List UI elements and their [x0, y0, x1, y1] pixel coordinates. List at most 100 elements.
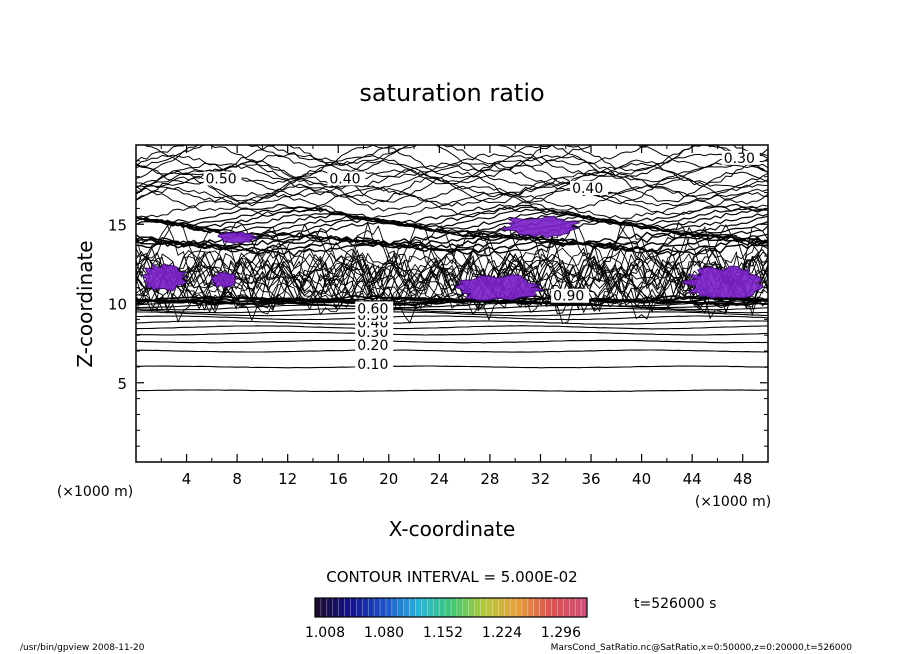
contour-label-bg	[355, 356, 394, 371]
colorbar-swatch	[510, 598, 517, 617]
contour-line	[136, 365, 768, 369]
contour-line	[136, 307, 768, 314]
x-tick-label-3: 16	[329, 470, 348, 488]
contour-label-6: 0.50	[206, 171, 237, 187]
colorbar-swatch	[439, 598, 446, 617]
contour-line	[136, 145, 768, 173]
contour-label-7: 0.40	[329, 171, 360, 187]
contour-line	[136, 191, 768, 219]
contour-line	[136, 145, 768, 180]
x-tick-label-10: 44	[683, 470, 702, 488]
contour-label-5: 0.60	[357, 301, 388, 317]
footer-left: /usr/bin/gpview 2008-11-20	[20, 643, 145, 653]
colorbar-swatch	[326, 598, 334, 617]
colorbar-swatch	[433, 598, 440, 617]
time-label: t=526000 s	[634, 596, 716, 612]
contour-label-bg	[721, 150, 760, 165]
y-axis-label: Z-coordinate	[73, 240, 97, 367]
contour-line	[136, 169, 768, 204]
colorbar-tick-label-4: 1.296	[541, 625, 581, 641]
contour-line	[136, 271, 768, 311]
contour-label-bg	[551, 288, 590, 303]
contour-line	[136, 203, 768, 225]
colorbar-swatch	[445, 598, 452, 617]
contour-line	[136, 315, 768, 321]
colorbar-swatch	[391, 598, 399, 617]
colorbar-swatch	[569, 598, 576, 617]
contour-line	[136, 277, 768, 317]
supersaturated-region-2	[682, 265, 764, 299]
x-tick-label-7: 32	[531, 470, 550, 488]
contour-line	[136, 320, 768, 325]
colorbar-swatch	[397, 598, 404, 617]
colorbar-swatch	[403, 598, 410, 617]
supersaturated-region-3	[454, 274, 546, 302]
colorbar-swatch	[362, 598, 369, 617]
contour-line	[136, 256, 768, 300]
x-tick-label-4: 20	[379, 470, 398, 488]
contour-line	[136, 349, 768, 353]
x-tick-label-1: 8	[232, 470, 242, 488]
contour-line	[136, 145, 768, 169]
contour-line	[136, 162, 768, 198]
supersaturated-region-0	[217, 231, 258, 245]
contour-line	[136, 176, 768, 205]
colorbar-swatch	[521, 598, 529, 617]
contour-line	[136, 262, 768, 311]
x-tick-label-0: 4	[182, 470, 192, 488]
contour-line	[136, 213, 768, 234]
supersaturated-region-4	[142, 263, 188, 292]
contour-line	[136, 389, 768, 392]
contour-label-bg	[355, 301, 394, 316]
contour-line	[136, 211, 768, 232]
y-unit-label: (×1000 m)	[57, 484, 133, 500]
colorbar-swatch	[480, 598, 487, 617]
x-axis-ticks: 4 8 12 16 20 24 28 32 36 40 44 48	[160, 145, 752, 488]
colorbar-swatch	[385, 598, 393, 617]
contour-line	[136, 235, 768, 253]
colorbar-swatch	[468, 598, 475, 617]
colorbar-swatch	[462, 598, 470, 617]
colorbar-swatch	[332, 598, 339, 617]
contour-line	[136, 259, 768, 298]
colorbar-swatch	[356, 598, 363, 617]
contour-label-0: 0.10	[357, 357, 388, 373]
contour-line	[136, 251, 768, 304]
colorbar-tick-label-0: 1.008	[305, 625, 345, 641]
colorbar-swatch	[474, 598, 481, 617]
chart-title: saturation ratio	[359, 79, 544, 107]
supersaturated-region-5	[210, 271, 240, 288]
x-tick-label-6: 28	[480, 470, 499, 488]
contour-line	[136, 325, 768, 330]
contour-label-bg	[570, 180, 609, 195]
colorbar-tick-label-1: 1.080	[364, 625, 404, 641]
contour-line	[136, 272, 768, 312]
contour-label-9: 0.40	[572, 181, 603, 197]
colorbar-swatch	[368, 598, 375, 617]
colorbar-swatch	[581, 598, 588, 617]
contour-line	[136, 206, 768, 227]
colorbar	[314, 597, 588, 618]
contour-line	[136, 251, 768, 311]
y-tick-label-0: 5	[117, 375, 127, 393]
supersaturated-regions	[142, 215, 764, 302]
colorbar-swatch	[545, 598, 552, 617]
colorbar-swatch	[409, 598, 416, 617]
colorbar-frame	[314, 597, 588, 618]
contour-line	[136, 186, 768, 217]
supersaturated-region-1	[498, 215, 581, 239]
x-tick-label-9: 40	[632, 470, 651, 488]
colorbar-swatch	[498, 598, 505, 617]
contour-line	[136, 153, 768, 178]
colorbar-swatch	[504, 598, 511, 617]
x-unit-label: (×1000 m)	[695, 494, 771, 510]
colorbar-swatch	[415, 598, 422, 617]
colorbar-swatch	[315, 598, 322, 617]
x-tick-label-8: 36	[581, 470, 600, 488]
colorbar-swatch	[374, 598, 381, 617]
contour-line	[136, 158, 768, 186]
colorbar-swatch	[557, 598, 564, 617]
footer-right: MarsCond_SatRatio.nc@SatRatio,x=0:50000,…	[551, 643, 853, 653]
colorbar-swatch	[421, 598, 428, 617]
